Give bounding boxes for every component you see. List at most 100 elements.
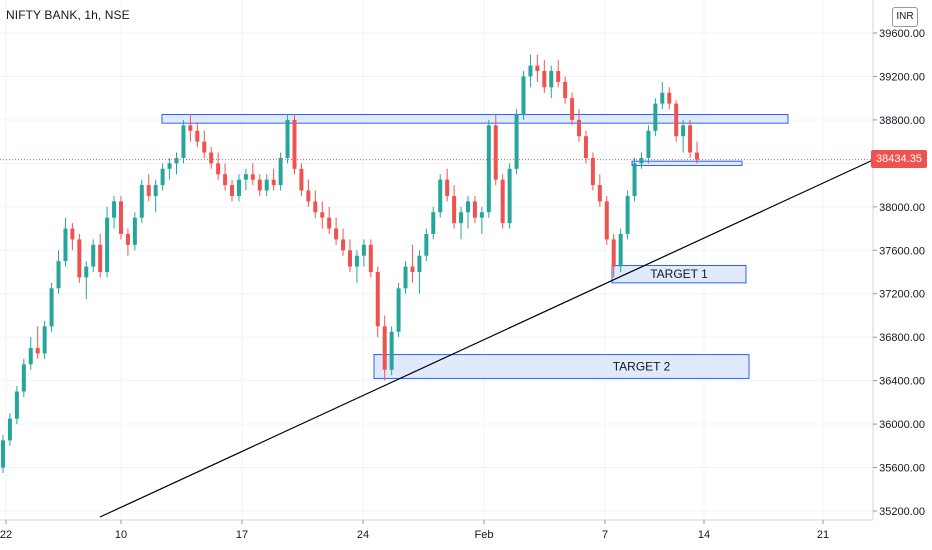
candle-body [514, 114, 519, 169]
zone-target-2 [373, 354, 750, 379]
candle-body [688, 125, 693, 153]
x-tick-label: 17 [236, 529, 248, 541]
candle-body [7, 418, 12, 441]
candle-body [674, 103, 679, 137]
candle-body [618, 233, 623, 267]
candle-body [320, 212, 325, 218]
candle-body [597, 185, 602, 202]
candle-body [257, 179, 262, 191]
axes: 39600.0039200.0038800.0038400.0038000.00… [0, 0, 925, 541]
candle-body [667, 92, 672, 104]
candle-body [77, 239, 82, 278]
candle-body [153, 185, 158, 196]
overlays [0, 159, 874, 518]
candle-body [445, 179, 450, 196]
candle-body [42, 326, 47, 354]
candle-body [611, 239, 616, 267]
candle-body [146, 185, 151, 196]
candle-body [236, 179, 241, 196]
x-tick-label: 21 [817, 529, 829, 541]
candle-body [556, 71, 561, 82]
candle-body [632, 163, 637, 196]
candle-body [472, 201, 477, 218]
candle-body [98, 244, 103, 272]
y-tick-label: 39200.00 [879, 71, 925, 83]
candle-body [341, 239, 346, 251]
chart-title: NIFTY BANK, 1h, NSE [6, 8, 130, 22]
y-tick-label: 36800.00 [879, 332, 925, 344]
x-tick-label: 14 [698, 529, 710, 541]
candle-body [479, 212, 484, 218]
candle-body [646, 130, 651, 158]
candle-body [431, 212, 436, 234]
candle-body [160, 168, 165, 186]
candle-body [681, 125, 686, 137]
candle-body [84, 266, 89, 278]
candle-body [306, 190, 311, 202]
candle-body [21, 364, 26, 392]
candle-body [465, 201, 470, 213]
y-tick-label: 36000.00 [879, 419, 925, 431]
candle-body [653, 103, 658, 131]
zone-resistance [161, 113, 789, 124]
candle-body [91, 244, 96, 267]
candle-body [459, 212, 464, 224]
y-tick-label: 37200.00 [879, 289, 925, 301]
candle-body [292, 119, 297, 169]
candle-body [243, 174, 248, 180]
candle-body [202, 141, 207, 153]
candle-body [396, 288, 401, 332]
candle-body [410, 266, 415, 272]
zone-target-1 [611, 264, 747, 284]
candle-body [70, 228, 75, 240]
candle-body [403, 266, 408, 289]
candle-body [56, 261, 61, 289]
candle-body [361, 244, 366, 256]
candle-body [125, 233, 130, 245]
candle-body [500, 179, 505, 224]
candle-body [507, 168, 512, 224]
candle-body [132, 217, 137, 245]
currency-badge[interactable]: INR [892, 7, 918, 27]
candle-body [313, 201, 318, 213]
candle-body [438, 179, 443, 213]
zone-label-target-2: TARGET 2 [613, 360, 671, 374]
candle-body [625, 195, 630, 234]
candle-body [486, 125, 491, 213]
x-tick-label: 7 [602, 529, 608, 541]
candle-body [348, 250, 352, 267]
candle-body [354, 255, 359, 267]
x-tick-label: Feb [475, 529, 494, 541]
candle-body [14, 391, 19, 419]
candle-body [375, 272, 380, 327]
candle-body [216, 163, 221, 175]
candle-body [334, 228, 339, 240]
candle-body [278, 157, 283, 186]
candle-body [583, 136, 588, 158]
y-tick-label: 36400.00 [879, 376, 925, 388]
x-tick-label: 10 [115, 529, 127, 541]
candle-body [521, 76, 526, 115]
candle-body [139, 185, 144, 218]
y-tick-label: 35600.00 [879, 463, 925, 475]
candle-body [174, 157, 179, 164]
candle-body [299, 168, 304, 191]
y-tick-label: 38000.00 [879, 202, 925, 214]
candle-body [112, 201, 117, 218]
y-tick-label: 37600.00 [879, 245, 925, 257]
candle-body [660, 92, 665, 104]
candle-body [264, 179, 269, 191]
candle-body [695, 152, 699, 160]
candle-body [1, 440, 5, 468]
candle-body [368, 244, 373, 272]
candles [1, 54, 699, 473]
candle-body [195, 130, 200, 142]
candle-body [570, 98, 575, 120]
candle-body [389, 331, 394, 370]
candle-body [28, 348, 33, 365]
candle-body [49, 288, 54, 327]
candle-body [639, 157, 644, 164]
candle-body [417, 255, 422, 272]
x-tick-label: 24 [357, 529, 369, 541]
candle-body [230, 185, 235, 196]
